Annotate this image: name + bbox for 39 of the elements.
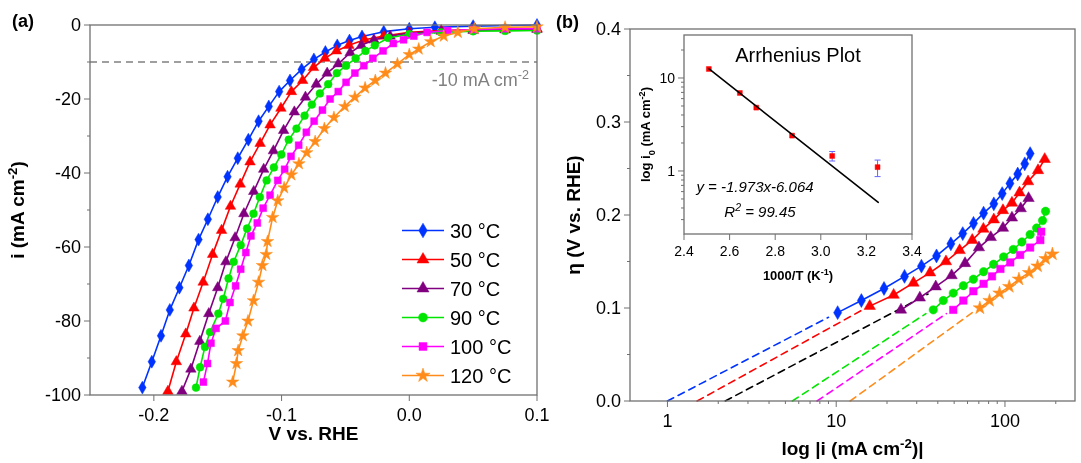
legend-label: 70 °C: [450, 277, 501, 300]
y-tick-label: 0: [70, 15, 81, 36]
x-tick-label: 3.2: [856, 243, 877, 259]
annotation: y = -1.973x-6.064: [695, 178, 814, 195]
legend-label: 120 °C: [450, 364, 512, 387]
y-tick-label: -80: [54, 311, 81, 332]
y-tick-label: 0.3: [595, 112, 621, 133]
y-tick-label: -40: [54, 163, 81, 184]
x-axis-title: 1000/T (K$^{-1}$): [762, 267, 834, 283]
y-tick-label: 0.4: [595, 19, 621, 40]
legend-label: 100 °C: [450, 335, 512, 358]
legend-label: 30 °C: [450, 219, 501, 242]
text: (b): [556, 12, 579, 32]
x-tick-label: 2.4: [674, 243, 694, 259]
x-tick-label: 2.8: [765, 243, 786, 259]
x-tick-label: 0.0: [396, 405, 422, 425]
x-tick-label: 3.0: [811, 243, 831, 259]
y-axis-title: η (V vs. RHE): [563, 155, 584, 275]
y-tick-label: -20: [54, 89, 81, 110]
x-tick-label: -0.2: [138, 405, 170, 425]
x-axis-title: log |i (mA cm$^{-2}$)|: [781, 435, 924, 459]
x-tick-label: 2.6: [719, 243, 740, 259]
legend-label: 50 °C: [450, 248, 501, 271]
y-tick-label: -100: [44, 385, 81, 406]
x-tick-label: 3.4: [902, 243, 922, 259]
x-tick-label: 100: [989, 411, 1020, 431]
ref-line-label: -10 mA cm$^{-2}$: [431, 68, 529, 90]
x-tick-label: 0.1: [524, 405, 550, 425]
x-tick-label: 10: [826, 411, 847, 431]
x-tick-label: -0.1: [266, 405, 298, 425]
legend-label: 90 °C: [450, 306, 501, 329]
text: (a): [12, 11, 34, 31]
y-tick-label: 0.0: [595, 391, 621, 412]
y-tick-label: 0.2: [595, 205, 621, 226]
annotation: R$^{2}$ = 99.45: [724, 201, 797, 220]
y-tick-label: -60: [54, 237, 81, 258]
x-axis-title: V vs. RHE: [268, 423, 359, 444]
chart-title: Arrhenius Plot: [735, 44, 862, 66]
y-tick-label: 0.1: [595, 298, 621, 319]
